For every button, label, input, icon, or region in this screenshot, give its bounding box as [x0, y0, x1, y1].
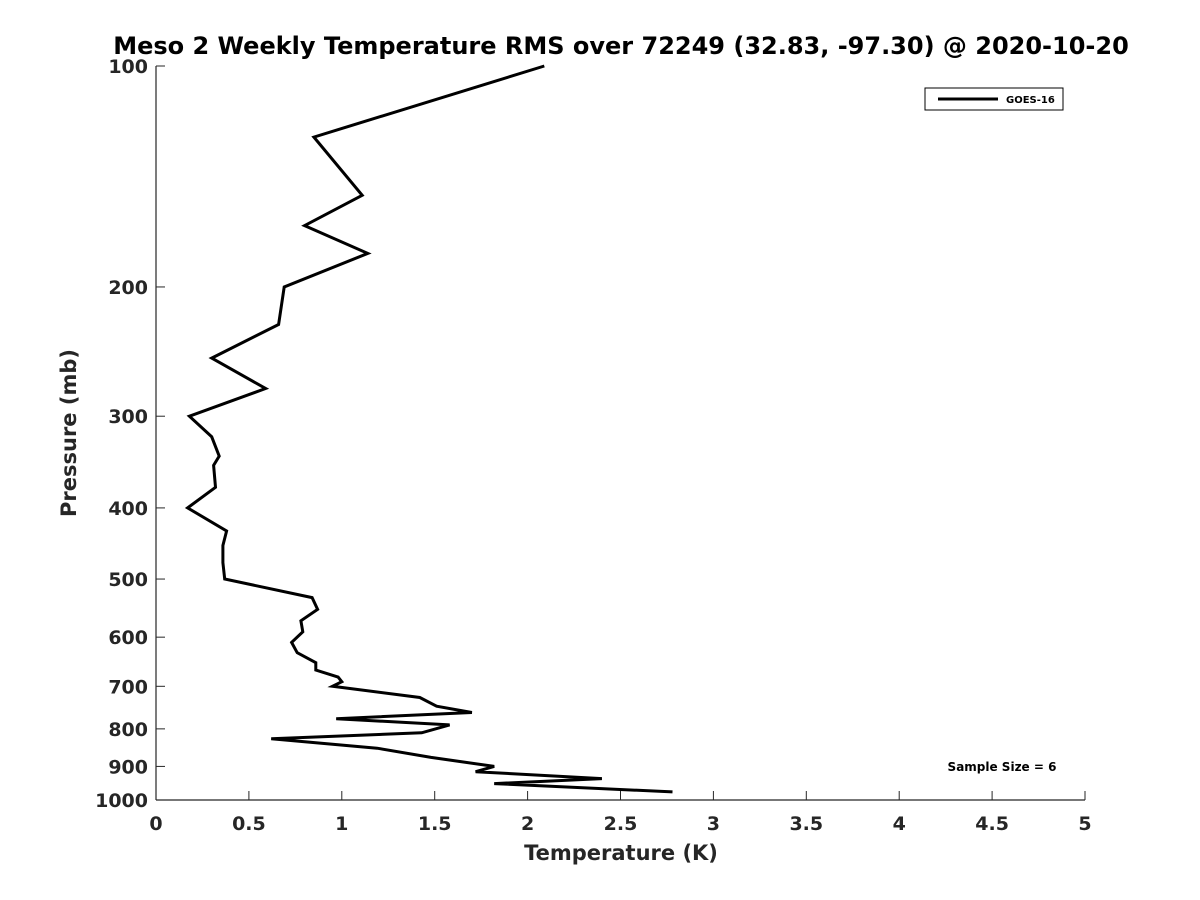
y-tick-label: 300 — [108, 406, 148, 428]
legend: GOES-16 — [924, 87, 1064, 111]
x-tick-label: 1.5 — [418, 813, 452, 835]
x-tick-label: 4 — [893, 813, 906, 835]
x-tick-label: 2 — [521, 813, 534, 835]
sample-size-annotation: Sample Size = 6 — [948, 760, 1057, 774]
y-tick-label: 800 — [108, 719, 148, 741]
plot-axes: 0 0.5 1 1.5 2 2.5 3 3.5 4 4.5 5 100 200 300 400 500 600 7… — [95, 56, 1092, 835]
y-tick-label: 400 — [108, 498, 148, 520]
x-tick-label: 3.5 — [789, 813, 823, 835]
x-tick-label: 5 — [1078, 813, 1091, 835]
y-tick-label: 900 — [108, 756, 148, 778]
y-tick-label: 600 — [108, 627, 148, 649]
x-tick-label: 0 — [149, 813, 162, 835]
y-tick-label: 200 — [108, 277, 148, 299]
series-line-goes-16 — [184, 64, 673, 794]
x-tick-label: 2.5 — [604, 813, 638, 835]
y-tick-label: 500 — [108, 569, 148, 591]
y-axis-label: Pressure (mb) — [57, 349, 81, 517]
x-tick-label: 0.5 — [232, 813, 266, 835]
x-axis-label: Temperature (K) — [524, 841, 718, 865]
y-tick-label: 1000 — [95, 790, 148, 812]
chart-title: Meso 2 Weekly Temperature RMS over 72249… — [113, 32, 1129, 60]
x-tick-label: 4.5 — [975, 813, 1009, 835]
legend-entry-goes-16: GOES-16 — [1006, 95, 1055, 106]
x-tick-label: 1 — [335, 813, 348, 835]
y-tick-label: 100 — [108, 56, 148, 78]
plot-area — [184, 64, 673, 794]
x-tick-label: 3 — [707, 813, 720, 835]
y-tick-label: 700 — [108, 676, 148, 698]
